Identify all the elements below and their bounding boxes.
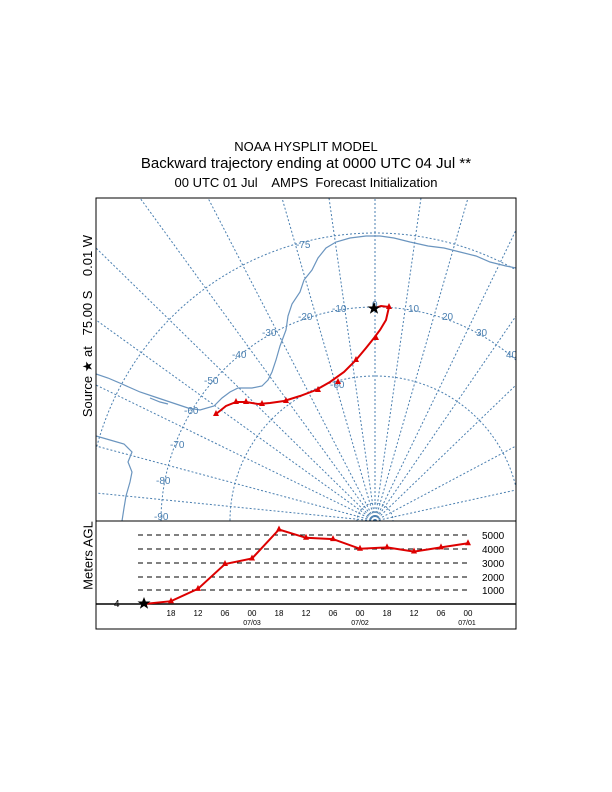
lon-label-m30: -30 bbox=[262, 328, 277, 339]
meridian-m80 bbox=[96, 445, 376, 521]
traj-marker bbox=[386, 303, 392, 309]
trajectory-markers bbox=[213, 303, 392, 416]
x-tick-label: 12 bbox=[302, 609, 311, 618]
lon-label-m40: -40 bbox=[232, 350, 247, 361]
height-marker bbox=[465, 539, 471, 546]
date-label-0702: 07/02 bbox=[351, 620, 369, 627]
lon-label-10: 10 bbox=[408, 304, 420, 315]
lon-label-m50: -50 bbox=[204, 376, 219, 387]
x-tick-label: 12 bbox=[194, 609, 203, 618]
traj-marker bbox=[213, 410, 219, 416]
height-markers bbox=[168, 525, 471, 604]
meridian-70 bbox=[374, 489, 516, 521]
date-label-0703: 07/03 bbox=[243, 620, 261, 627]
lat-label-60: -60 bbox=[184, 406, 199, 417]
x-tick-label: 18 bbox=[383, 609, 392, 618]
traj-marker bbox=[243, 398, 249, 404]
traj-marker bbox=[233, 398, 239, 404]
height-marker bbox=[222, 559, 228, 566]
height-marker bbox=[438, 543, 444, 550]
traj-marker bbox=[259, 400, 265, 406]
x-tick-label: 06 bbox=[437, 609, 446, 618]
height-series-line bbox=[143, 528, 469, 605]
meridian-m20 bbox=[281, 198, 376, 521]
traj-marker bbox=[353, 356, 359, 362]
lon-label-20: 20 bbox=[442, 312, 454, 323]
height-marker bbox=[411, 547, 417, 554]
height-marker bbox=[276, 525, 282, 532]
x-tick-label: 06 bbox=[221, 609, 230, 618]
lon-label-30: 30 bbox=[476, 328, 488, 339]
x-tick-label: 12 bbox=[410, 609, 419, 618]
height-marker bbox=[303, 533, 309, 540]
height-marker bbox=[195, 584, 201, 591]
x-tick-labels: 18 12 06 00 18 12 06 00 18 12 06 00 bbox=[167, 609, 473, 618]
ytick-3000: 3000 bbox=[482, 559, 505, 570]
height-panel-frame bbox=[95, 520, 517, 630]
x-tick-label: 18 bbox=[167, 609, 176, 618]
date-label-0701: 07/01 bbox=[458, 620, 476, 627]
meridian-m90 bbox=[96, 492, 376, 521]
traj-marker bbox=[373, 334, 379, 340]
coastline bbox=[96, 235, 516, 521]
lat-label-90: -90 bbox=[154, 512, 169, 523]
height-panel: 5000 4000 3000 2000 1000 4 18 12 06 00 18 12 0… bbox=[96, 525, 516, 627]
meridian-m50 bbox=[96, 247, 376, 521]
lon-label-40: 40 bbox=[506, 350, 518, 361]
x-tick-label: 00 bbox=[356, 609, 365, 618]
lon-label-m10: -10 bbox=[332, 304, 347, 315]
meridian-m60 bbox=[96, 319, 376, 521]
meridian-60 bbox=[374, 445, 516, 521]
x-tick-label: 00 bbox=[248, 609, 257, 618]
height-marker bbox=[384, 543, 390, 550]
ytick-1000: 1000 bbox=[482, 586, 505, 597]
meridian-50 bbox=[374, 384, 516, 521]
ytick-5000: 5000 bbox=[482, 531, 505, 542]
meridian-m30 bbox=[207, 198, 376, 521]
height-marker bbox=[249, 554, 255, 561]
traj-marker bbox=[335, 378, 341, 384]
lat-label-80: -80 bbox=[156, 476, 171, 487]
x-tick-label: 06 bbox=[329, 609, 338, 618]
ytick-4000: 4000 bbox=[482, 545, 505, 556]
meridian-m10 bbox=[328, 198, 376, 521]
meridian-40 bbox=[374, 315, 516, 521]
star-icon bbox=[137, 597, 151, 609]
lon-label-m60: -60 bbox=[330, 380, 345, 391]
lat-label-70: -70 bbox=[170, 440, 185, 451]
initialization-subtitle: 00 UTC 01 Jul AMPS Forecast Initializati… bbox=[174, 175, 438, 190]
star-icon bbox=[367, 302, 381, 314]
model-title: NOAA HYSPLIT MODEL bbox=[234, 139, 378, 154]
x-tick-label: 00 bbox=[464, 609, 473, 618]
x-tick-label: 18 bbox=[275, 609, 284, 618]
height-marker bbox=[168, 597, 174, 604]
meridian-20 bbox=[374, 198, 469, 521]
meridian-m40 bbox=[139, 198, 376, 521]
meridian-m70 bbox=[96, 384, 376, 521]
lon-label-m20: -20 bbox=[298, 312, 313, 323]
map-grid: -75 -80 -70 -60 -90 -10 -20 -30 -40 -50 … bbox=[96, 198, 518, 523]
meridian-30 bbox=[374, 229, 516, 521]
height-marker bbox=[357, 544, 363, 551]
traj-marker bbox=[283, 397, 289, 403]
traj-marker bbox=[315, 386, 321, 392]
trajectory-title: Backward trajectory ending at 0000 UTC 0… bbox=[140, 155, 472, 172]
lat-label-75: -75 bbox=[296, 240, 311, 251]
height-marker bbox=[330, 535, 336, 542]
left-marker-label: 4 bbox=[114, 599, 120, 610]
ytick-2000: 2000 bbox=[482, 573, 505, 584]
